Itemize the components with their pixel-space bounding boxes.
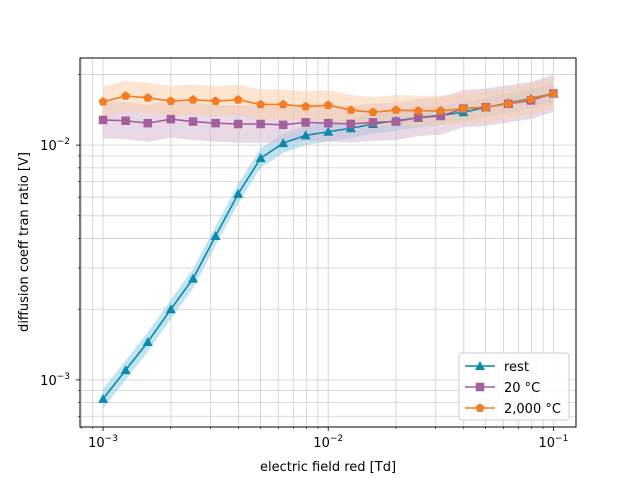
data-point-2 (256, 99, 266, 109)
y-axis-label: diffusion coeff tran ratio [V] (17, 152, 32, 332)
data-point-1 (121, 116, 130, 125)
data-point-0 (210, 231, 221, 241)
data-point-0 (233, 188, 244, 198)
data-point-0 (255, 153, 266, 163)
series-markers (98, 88, 559, 403)
data-point-1 (278, 120, 288, 130)
data-point-2 (121, 91, 131, 100)
data-point-0 (142, 337, 153, 347)
data-point-1 (188, 117, 198, 126)
data-point-1 (166, 114, 176, 124)
data-point-1 (301, 118, 310, 127)
x-tick-label: 10−1 (538, 434, 568, 451)
data-point-0 (188, 273, 199, 283)
data-point-2 (391, 105, 401, 114)
data-point-0 (323, 126, 334, 136)
data-point-2 (166, 96, 176, 105)
legend: rest 20 °C 2,000 °C (458, 352, 570, 421)
data-point-1 (233, 119, 243, 129)
data-point-2 (368, 107, 378, 117)
data-point-1 (256, 119, 265, 129)
data-point-1 (323, 118, 333, 128)
data-point-2 (98, 97, 108, 106)
legend-frame (458, 352, 570, 421)
legend-label-2: 2,000 °C (504, 402, 561, 417)
data-point-2 (346, 105, 356, 114)
axis-ticks (76, 74, 554, 431)
data-point-1 (391, 117, 401, 126)
data-point-2 (211, 96, 221, 105)
data-point-2 (481, 102, 491, 112)
data-point-2 (458, 103, 468, 113)
data-point-1 (413, 113, 423, 122)
data-point-1 (211, 118, 220, 128)
data-point-1 (346, 119, 356, 129)
data-point-0 (120, 365, 131, 375)
data-point-2 (413, 106, 423, 115)
data-point-2 (503, 99, 513, 108)
legend-label-1: 20 °C (504, 381, 540, 396)
data-point-2 (323, 100, 333, 109)
data-point-1 (98, 115, 108, 125)
data-point-2 (548, 88, 558, 98)
legend-label-0: rest (504, 360, 529, 375)
legend-marker-1 (475, 382, 485, 392)
data-point-2 (233, 95, 243, 104)
data-point-0 (98, 393, 109, 403)
data-point-2 (301, 101, 311, 111)
data-point-2 (436, 106, 446, 115)
y-tick-label: 10−3 (40, 372, 70, 389)
legend-marker-0 (475, 361, 485, 370)
legend-marker-2 (475, 403, 485, 412)
data-point-2 (143, 93, 153, 102)
y-tick-label: 10−2 (40, 137, 70, 154)
data-point-1 (368, 118, 378, 127)
data-point-2 (526, 94, 536, 103)
data-point-0 (278, 138, 289, 148)
data-point-0 (165, 304, 176, 314)
x-tick-label: 10−3 (88, 434, 118, 451)
data-point-1 (143, 118, 153, 128)
x-axis-label: electric field red [Td] (260, 460, 396, 475)
data-point-2 (278, 99, 288, 109)
x-tick-label: 10−2 (313, 434, 343, 451)
tick-labels: 10−3 10−2 10−1 10−3 10−2 (40, 137, 568, 451)
data-point-0 (300, 130, 311, 140)
data-point-2 (188, 95, 198, 104)
data-point-1 (436, 111, 445, 121)
